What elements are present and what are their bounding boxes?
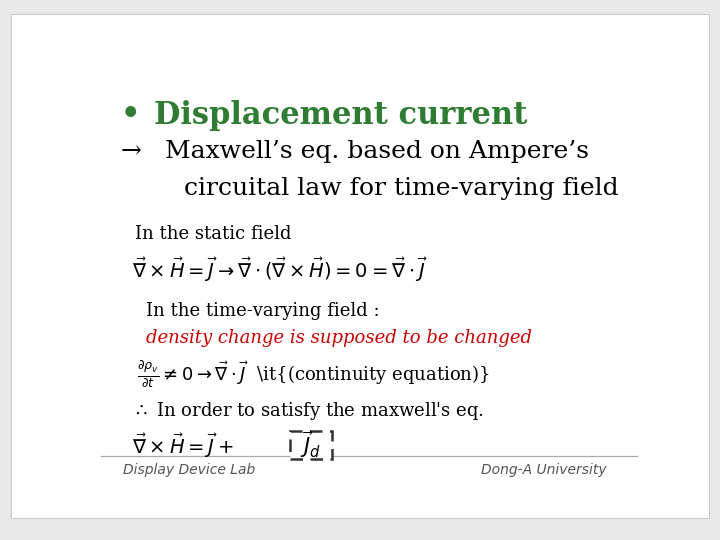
Text: $\frac{\partial\rho_v}{\partial t} \neq 0 \rightarrow \vec{\nabla}\cdot\vec{J}$ : $\frac{\partial\rho_v}{\partial t} \neq … xyxy=(138,360,490,390)
Text: Display Device Lab: Display Device Lab xyxy=(124,463,256,477)
Text: $\vec{\nabla}\times\vec{H} = \vec{J} +$: $\vec{\nabla}\times\vec{H} = \vec{J} +$ xyxy=(132,431,233,460)
Text: $\therefore$ In order to satisfy the maxwell's eq.: $\therefore$ In order to satisfy the max… xyxy=(132,400,484,422)
Text: density change is supposed to be changed: density change is supposed to be changed xyxy=(145,329,532,347)
Text: Maxwell’s eq. based on Ampere’s: Maxwell’s eq. based on Ampere’s xyxy=(166,140,590,163)
Text: Dong-A University: Dong-A University xyxy=(481,463,606,477)
Text: $\vec{\nabla}\times\vec{H} = \vec{J} \rightarrow \vec{\nabla}\cdot(\vec{\nabla}\: $\vec{\nabla}\times\vec{H} = \vec{J} \ri… xyxy=(132,256,428,285)
Bar xyxy=(289,431,332,459)
Text: In the time-varying field :: In the time-varying field : xyxy=(145,302,379,320)
Text: •: • xyxy=(121,100,140,129)
Text: Displacement current: Displacement current xyxy=(154,100,528,131)
Text: $\vec{J}_d$: $\vec{J}_d$ xyxy=(300,429,321,460)
Text: circuital law for time-varying field: circuital law for time-varying field xyxy=(184,177,618,200)
Text: In the static field: In the static field xyxy=(135,225,291,243)
Text: →: → xyxy=(121,140,142,163)
